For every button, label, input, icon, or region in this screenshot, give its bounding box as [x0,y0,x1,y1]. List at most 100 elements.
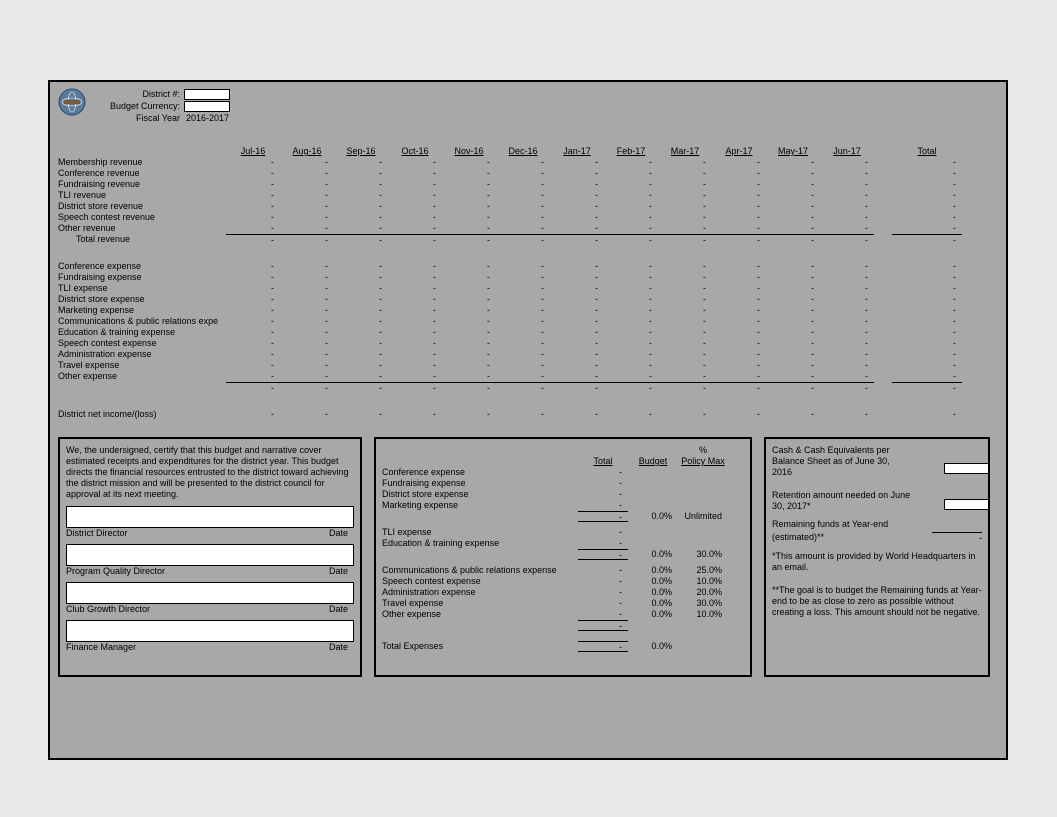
net-total: - [892,409,962,420]
grid-cell: - [334,272,388,283]
cash-note2: **The goal is to budget the Remaining fu… [772,585,982,618]
grid-cell: - [496,305,550,316]
grid-cell: - [550,371,604,382]
grid-cell: - [280,371,334,382]
row-total: - [892,338,962,349]
grid-cell: - [820,382,874,393]
date-line[interactable] [265,544,354,566]
row-total: - [892,157,962,168]
grid-cell: - [820,305,874,316]
grid-cell: - [766,349,820,360]
row-label: Membership revenue [58,157,226,168]
grid-cell: - [766,409,820,420]
mid-policy [678,478,728,489]
signature-line[interactable] [66,582,265,604]
grid-cell: - [280,234,334,245]
grid-cell: - [496,190,550,201]
grid-cell: - [388,349,442,360]
grid-cell: - [388,234,442,245]
mid-total: - [578,467,628,478]
grid-cell: - [604,190,658,201]
date-line[interactable] [265,582,354,604]
row-label: Travel expense [58,360,226,371]
cash-remaining: - [932,532,982,544]
grid-cell: - [334,382,388,393]
mid-policy: 10.0% [678,576,728,587]
sig-date-label: Date [265,642,354,654]
grid-cell: - [604,338,658,349]
grid-cell: - [820,157,874,168]
grid-cell: - [766,190,820,201]
grid-cell: Sep-16 [334,146,388,157]
grid-cell: - [442,223,496,234]
grid-cell: - [550,382,604,393]
mid-total: - [578,565,628,576]
grid-cell: - [658,201,712,212]
signature-line[interactable] [66,620,265,642]
grid-cell: - [496,234,550,245]
grid-cell: - [766,234,820,245]
grid-cell: - [550,201,604,212]
grid-cell: - [550,190,604,201]
pct-label: % [678,445,728,456]
grid-cell: - [388,179,442,190]
signature-line[interactable] [66,506,265,528]
grid-cell: - [442,157,496,168]
currency-input[interactable] [184,101,230,112]
bottom-panels: We, the undersigned, certify that this b… [58,437,998,677]
row-label: District store expense [58,294,226,305]
cash-input-2[interactable] [944,499,990,510]
grid-cell: Apr-17 [712,146,766,157]
grid-cell: - [496,327,550,338]
grid-cell: Aug-16 [280,146,334,157]
mid-budget [628,467,678,478]
grid-cell: - [388,272,442,283]
mid-label: Education & training expense [382,538,578,549]
cash-input-1[interactable] [944,463,990,474]
row-label: Other expense [58,371,226,382]
grid-cell: - [442,294,496,305]
grid-cell: - [280,157,334,168]
grid-cell: - [334,223,388,234]
grid-cell: Jan-17 [550,146,604,157]
date-line[interactable] [265,506,354,528]
grid-cell: - [280,305,334,316]
grid-cell: - [388,327,442,338]
district-input[interactable] [184,89,230,100]
grid-cell: - [496,223,550,234]
grid-cell: - [766,201,820,212]
grid-cell: - [496,179,550,190]
grid-cell: - [766,305,820,316]
grid-cell: - [712,349,766,360]
mid-budget [628,489,678,500]
row-total: - [892,305,962,316]
mid-budget [628,478,678,489]
mid-policy [678,489,728,500]
g2-total: - [578,549,628,560]
date-line[interactable] [265,620,354,642]
row-label: Fundraising expense [58,272,226,283]
sig-title: Club Growth Director [66,604,265,616]
grid-cell: - [334,212,388,223]
grid-cell: - [766,327,820,338]
grid-cell: - [820,371,874,382]
grid-cell: - [388,283,442,294]
total-row-total: - [892,234,962,245]
grid-cell: - [766,283,820,294]
grid-cell: - [280,272,334,283]
mid-label: Fundraising expense [382,478,578,489]
signature-line[interactable] [66,544,265,566]
row-label: Conference expense [58,261,226,272]
sig-title: Program Quality Director [66,566,265,578]
grid-cell: - [658,223,712,234]
grid-cell: - [604,168,658,179]
grid-cell: - [820,294,874,305]
grid-cell: - [334,360,388,371]
grid-cell: Jun-17 [820,146,874,157]
grid-cell: - [604,327,658,338]
mid-budget: 0.0% [628,609,678,620]
grid-cell: - [550,338,604,349]
grid-cell: - [280,283,334,294]
row-total: - [892,327,962,338]
grid-cell: - [388,201,442,212]
